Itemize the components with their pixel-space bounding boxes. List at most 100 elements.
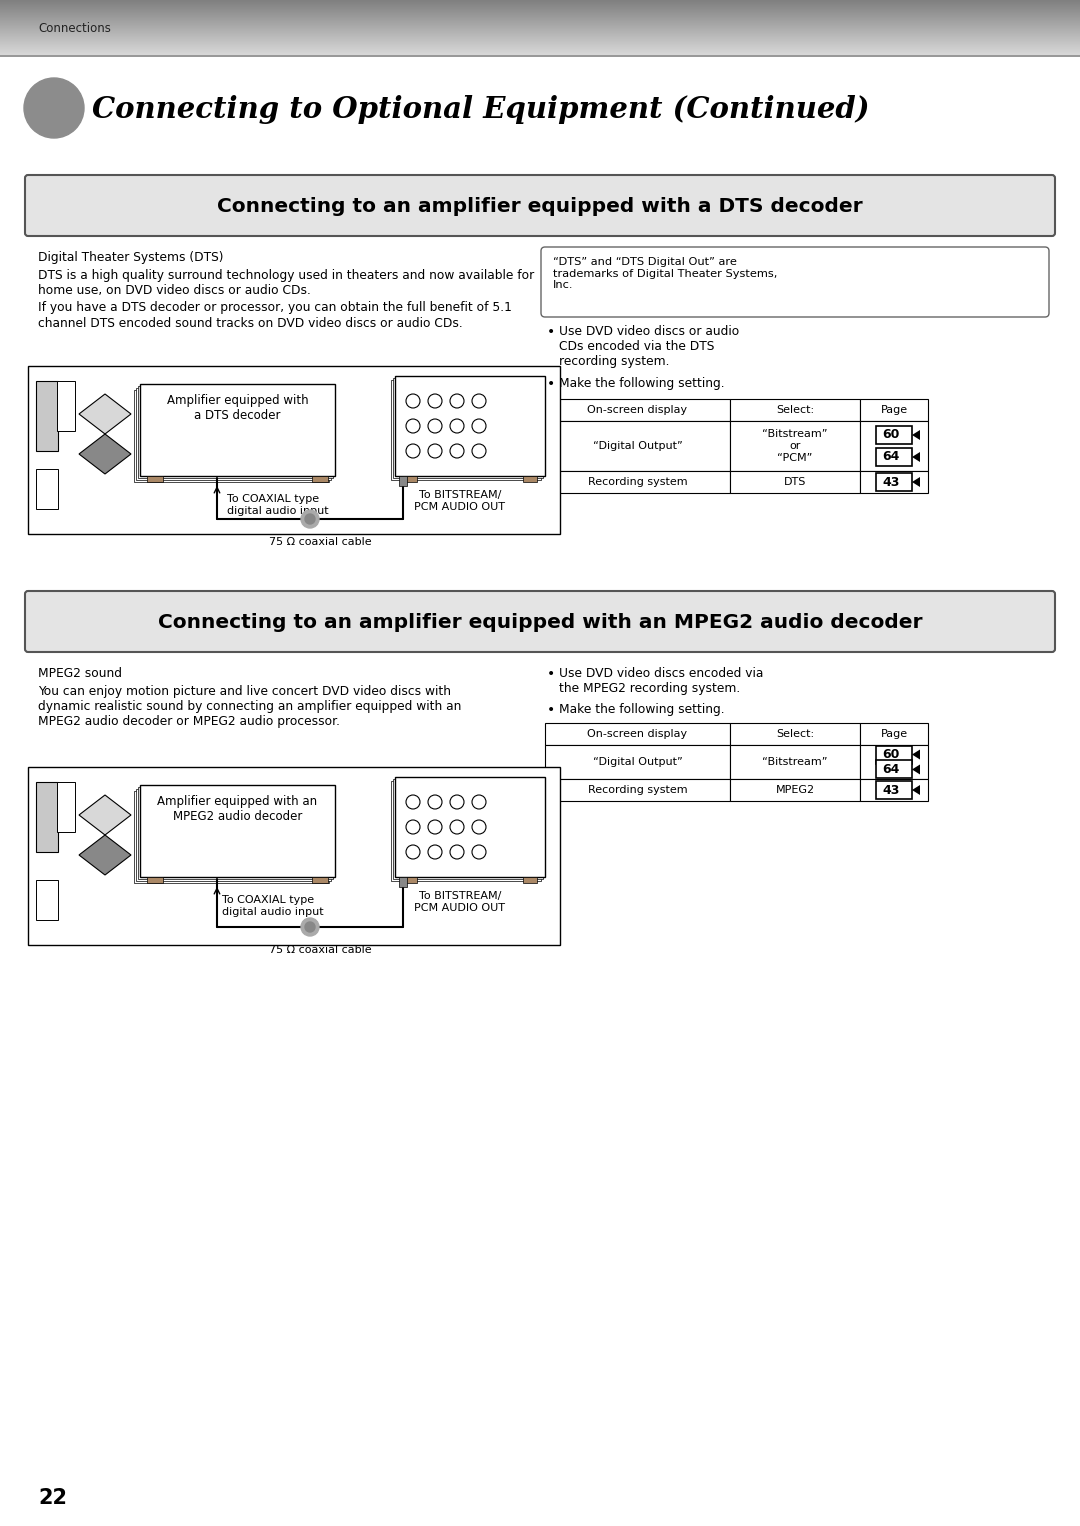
Text: Select:: Select: xyxy=(775,404,814,415)
Text: To BITSTREAM/
PCM AUDIO OUT: To BITSTREAM/ PCM AUDIO OUT xyxy=(415,490,505,511)
Text: Recording system: Recording system xyxy=(588,784,687,795)
Polygon shape xyxy=(912,452,920,462)
FancyBboxPatch shape xyxy=(25,591,1055,652)
Text: channel DTS encoded sound tracks on DVD video discs or audio CDs.: channel DTS encoded sound tracks on DVD … xyxy=(38,317,462,330)
Bar xyxy=(140,385,335,476)
Bar xyxy=(399,877,407,887)
Polygon shape xyxy=(79,433,131,475)
Circle shape xyxy=(24,78,84,137)
Text: Use DVD video discs encoded via
the MPEG2 recording system.: Use DVD video discs encoded via the MPEG… xyxy=(559,667,764,694)
Bar xyxy=(57,382,75,430)
Circle shape xyxy=(32,85,76,130)
Bar xyxy=(860,421,928,472)
Text: •: • xyxy=(546,325,555,339)
Bar xyxy=(403,476,417,482)
Polygon shape xyxy=(912,478,920,487)
Text: Select:: Select: xyxy=(775,729,814,739)
Text: On-screen display: On-screen display xyxy=(588,729,688,739)
Text: 60: 60 xyxy=(882,748,900,761)
Bar xyxy=(28,366,561,534)
Bar xyxy=(312,476,328,482)
Bar xyxy=(395,375,545,476)
Text: To BITSTREAM/
PCM AUDIO OUT: To BITSTREAM/ PCM AUDIO OUT xyxy=(415,891,505,913)
Text: “Digital Output”: “Digital Output” xyxy=(593,757,683,768)
Polygon shape xyxy=(79,835,131,874)
Text: Connecting to Optional Equipment (Continued): Connecting to Optional Equipment (Contin… xyxy=(92,96,869,125)
Polygon shape xyxy=(912,784,920,795)
Bar xyxy=(136,789,330,881)
Bar xyxy=(730,778,860,801)
Bar xyxy=(876,746,912,763)
Text: “Digital Output”: “Digital Output” xyxy=(593,441,683,452)
Bar xyxy=(36,468,58,510)
Bar xyxy=(545,745,730,778)
Polygon shape xyxy=(79,795,131,835)
Text: Digital Theater Systems (DTS): Digital Theater Systems (DTS) xyxy=(38,250,224,264)
Text: •: • xyxy=(546,667,555,681)
Bar xyxy=(730,723,860,745)
Bar xyxy=(860,398,928,421)
Bar xyxy=(860,472,928,493)
Circle shape xyxy=(40,95,68,122)
Polygon shape xyxy=(79,394,131,433)
Bar xyxy=(876,473,912,491)
Text: DTS is a high quality surround technology used in theaters and now available for: DTS is a high quality surround technolog… xyxy=(38,269,535,281)
Circle shape xyxy=(301,510,319,528)
Bar xyxy=(876,781,912,800)
Circle shape xyxy=(305,922,315,932)
Text: MPEG2 audio decoder or MPEG2 audio processor.: MPEG2 audio decoder or MPEG2 audio proce… xyxy=(38,716,340,728)
Bar xyxy=(138,386,333,478)
Bar xyxy=(134,391,329,482)
Bar xyxy=(545,398,730,421)
Text: Make the following setting.: Make the following setting. xyxy=(559,377,725,391)
FancyBboxPatch shape xyxy=(541,247,1049,317)
Text: 22: 22 xyxy=(38,1488,67,1508)
Circle shape xyxy=(301,919,319,935)
Text: 64: 64 xyxy=(882,763,900,777)
Text: Connecting to an amplifier equipped with a DTS decoder: Connecting to an amplifier equipped with… xyxy=(217,197,863,217)
Bar xyxy=(395,777,545,877)
Text: On-screen display: On-screen display xyxy=(588,404,688,415)
Bar xyxy=(860,745,928,778)
Text: MPEG2 sound: MPEG2 sound xyxy=(38,667,122,681)
Bar xyxy=(138,787,333,879)
Text: 64: 64 xyxy=(882,450,900,464)
Text: Amplifier equipped with
a DTS decoder: Amplifier equipped with a DTS decoder xyxy=(166,394,308,423)
Bar xyxy=(391,380,541,481)
Bar xyxy=(403,877,417,884)
Text: “Bitstream”: “Bitstream” xyxy=(762,757,827,768)
Bar xyxy=(860,778,928,801)
Bar xyxy=(876,426,912,444)
Text: DTS: DTS xyxy=(784,478,806,487)
Bar xyxy=(730,421,860,472)
Text: •: • xyxy=(546,703,555,717)
Text: home use, on DVD video discs or audio CDs.: home use, on DVD video discs or audio CD… xyxy=(38,284,311,298)
Text: Page: Page xyxy=(880,404,907,415)
Bar xyxy=(134,790,329,884)
Bar xyxy=(523,877,537,884)
Bar xyxy=(28,768,561,945)
Bar xyxy=(0,55,1080,56)
Bar xyxy=(730,472,860,493)
Text: Make the following setting.: Make the following setting. xyxy=(559,703,725,716)
Bar xyxy=(545,778,730,801)
Text: Page: Page xyxy=(880,729,907,739)
Bar xyxy=(393,778,543,879)
Bar xyxy=(36,382,58,452)
Text: MPEG2: MPEG2 xyxy=(775,784,814,795)
Bar xyxy=(399,476,407,485)
Text: “Bitstream”
or
“PCM”: “Bitstream” or “PCM” xyxy=(762,429,827,462)
Text: •: • xyxy=(546,377,555,391)
Circle shape xyxy=(305,514,315,523)
Text: “DTS” and “DTS Digital Out” are
trademarks of Digital Theater Systems,
Inc.: “DTS” and “DTS Digital Out” are trademar… xyxy=(553,256,778,290)
FancyBboxPatch shape xyxy=(25,175,1055,237)
Text: Amplifier equipped with an
MPEG2 audio decoder: Amplifier equipped with an MPEG2 audio d… xyxy=(158,795,318,823)
Bar xyxy=(545,472,730,493)
Bar xyxy=(57,781,75,832)
Bar xyxy=(147,877,163,884)
Text: If you have a DTS decoder or processor, you can obtain the full benefit of 5.1: If you have a DTS decoder or processor, … xyxy=(38,302,512,314)
Bar xyxy=(876,760,912,778)
Bar xyxy=(312,877,328,884)
Bar xyxy=(730,745,860,778)
Bar xyxy=(140,784,335,877)
